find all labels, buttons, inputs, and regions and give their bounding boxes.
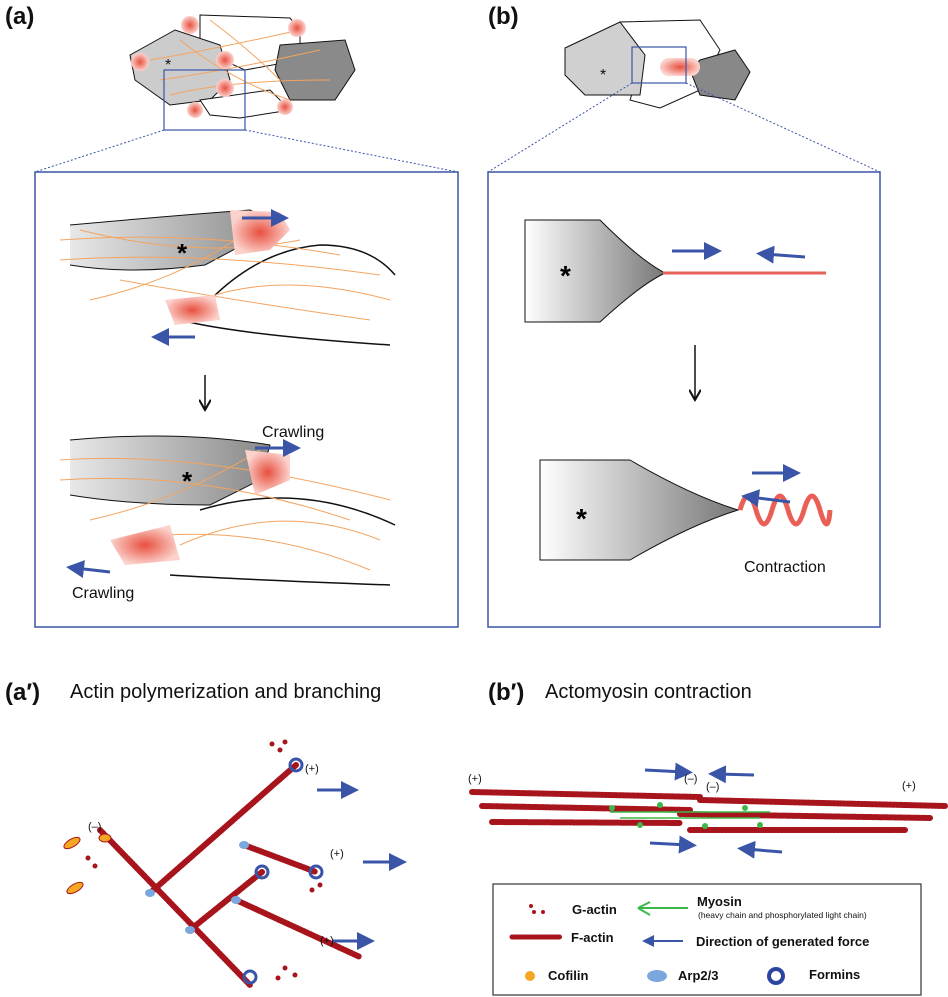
plus-end-label: (+) — [305, 763, 319, 775]
cell-overview-b: * — [564, 19, 751, 109]
asterisk: * — [600, 67, 606, 84]
asterisk: * — [576, 503, 587, 534]
legend-myosin-note: (heavy chain and phosphorylated light ch… — [698, 910, 867, 920]
legend-myosin: Myosin — [697, 894, 742, 909]
cell-overview-a: * — [129, 14, 356, 131]
legend-g-actin: G-actin — [572, 902, 617, 917]
minus-end-label: (–) — [88, 821, 101, 833]
zoom-frame-b — [487, 171, 881, 628]
panel-b-label: (b) — [488, 3, 519, 30]
legend-arp: Arp2/3 — [678, 968, 718, 983]
panel-b-prime-title: Actomyosin contraction — [545, 681, 752, 703]
plus-end-label: (+) — [330, 848, 344, 860]
cell-before — [524, 219, 667, 323]
panel-a-label: (a) — [5, 3, 34, 30]
actin-network — [63, 739, 407, 988]
panel-b-prime-label: (b′) — [488, 679, 524, 706]
panel-a-prime-title: Actin polymerization and branching — [70, 681, 381, 703]
plus-end-label: (+) — [468, 773, 482, 785]
plus-end-label: (+) — [902, 780, 916, 792]
panel-a-prime-label: (a′) — [5, 679, 40, 706]
arp-icon — [647, 970, 667, 982]
actomyosin-bundle — [469, 762, 948, 859]
contracted-junction — [737, 493, 833, 527]
crawling-label-bottom: Crawling — [72, 585, 134, 602]
legend-cofilin: Cofilin — [548, 968, 588, 983]
asterisk: * — [177, 238, 188, 268]
cell-after — [539, 459, 740, 561]
asterisk: * — [165, 57, 171, 74]
legend-f-actin: F-actin — [571, 930, 614, 945]
contraction-label: Contraction — [744, 559, 826, 576]
formin-icon — [767, 967, 785, 985]
asterisk: * — [560, 260, 571, 291]
legend-formins: Formins — [809, 967, 860, 982]
crawling-after: * — [59, 435, 396, 586]
minus-end-label: (–) — [706, 781, 719, 793]
zoom-frame-a — [34, 171, 459, 628]
plus-end-label: (+) — [320, 935, 334, 947]
minus-end-label: (–) — [684, 773, 697, 785]
crawling-before: * — [59, 209, 396, 346]
asterisk: * — [182, 466, 193, 496]
legend: G-actin Myosin (heavy chain and phosphor… — [492, 883, 922, 996]
crawling-label-top: Crawling — [262, 424, 324, 441]
legend-force: Direction of generated force — [696, 934, 869, 949]
cofilin-icon — [525, 971, 535, 981]
